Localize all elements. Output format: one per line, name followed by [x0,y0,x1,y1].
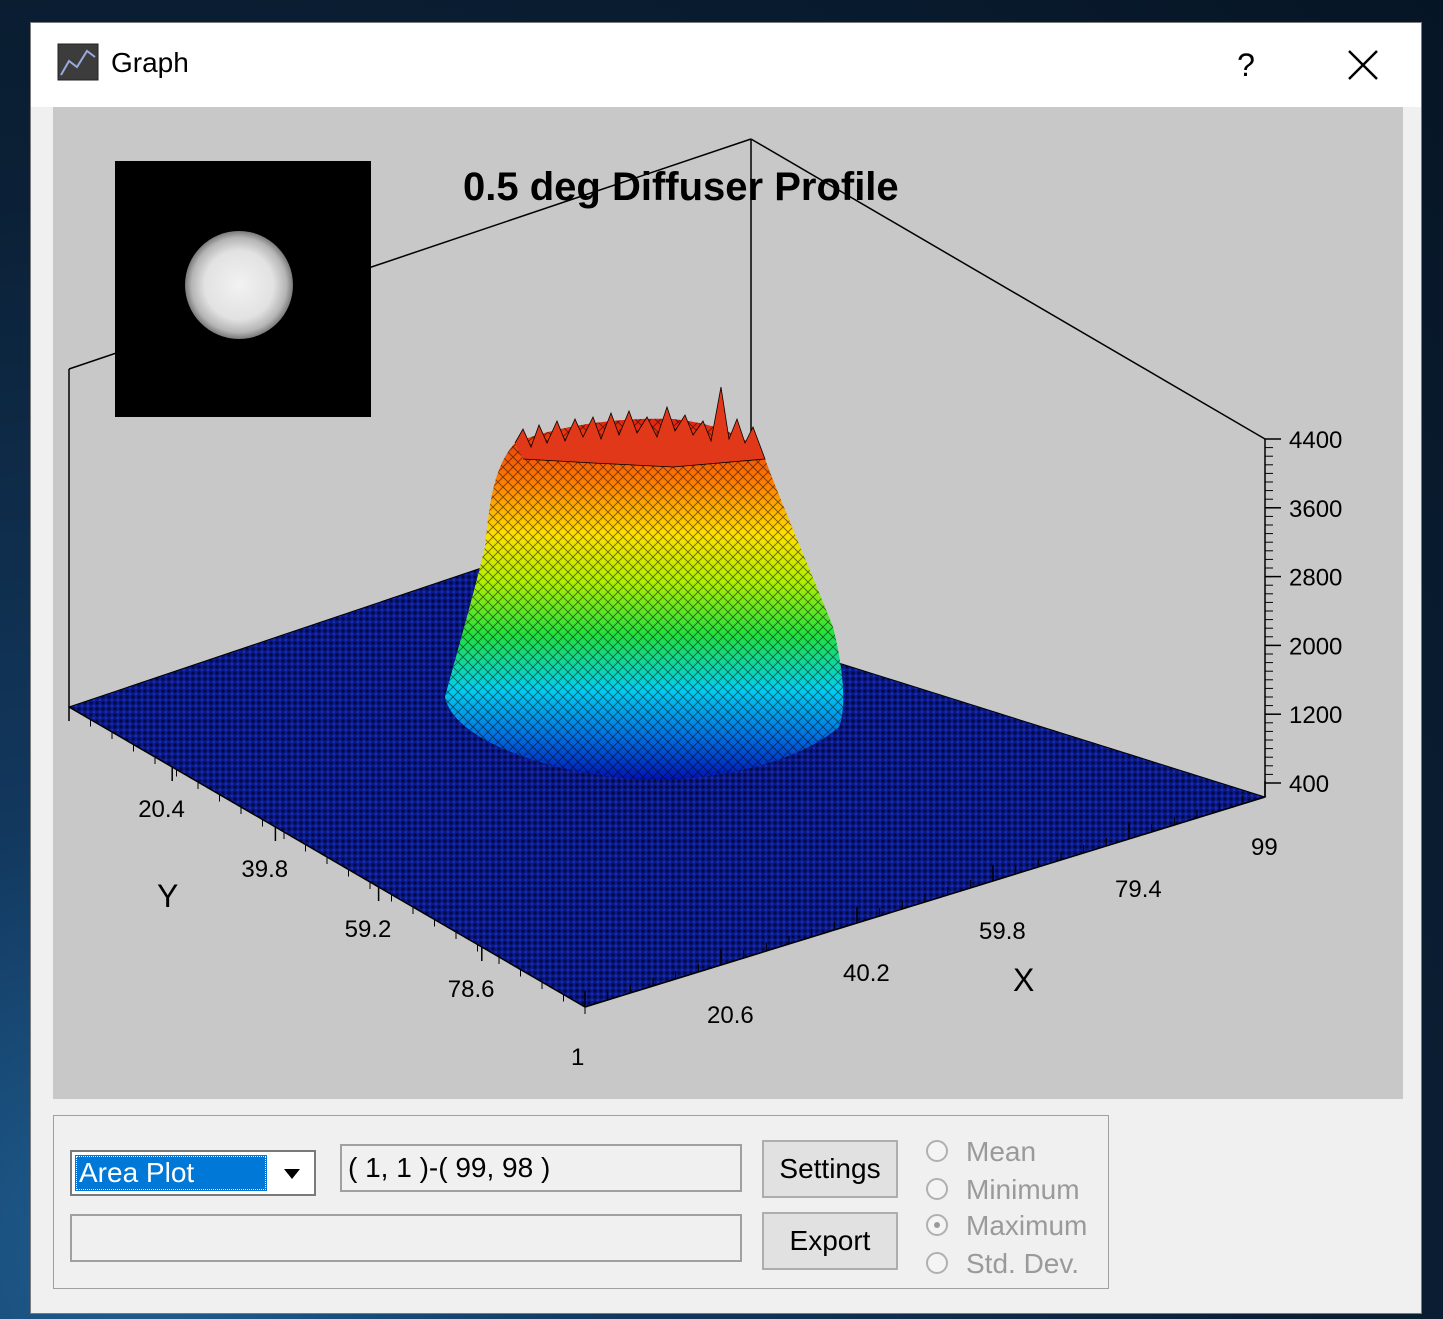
help-button[interactable]: ? [1237,47,1255,83]
surface-peak [445,386,844,780]
chevron-down-icon[interactable] [272,1155,312,1191]
y-tick-label: 39.8 [241,856,288,883]
window-title: Graph [111,47,189,78]
radio-minimum-circle [926,1178,948,1200]
z-tick-label: 3600 [1289,496,1342,523]
radio-std-dev-circle [926,1252,948,1274]
x-tick-label: 99 [1251,834,1278,861]
controls-panel: Area Plot ( 1, 1 )-( 99, 98 ) Settings E… [53,1115,1109,1289]
x-tick-label: 59.8 [979,918,1026,945]
radio-selected-dot [934,1222,940,1228]
surface-plot: 120.439.859.278.6Y 120.640.259.879.499X … [67,138,1342,1071]
graph-icon [57,43,99,81]
x-tick-label: 40.2 [843,960,890,987]
radio-maximum[interactable]: Maximum [922,1210,1102,1246]
x-axis-label: X [1013,962,1034,998]
y-axis-label: Y [157,878,178,914]
plot-type-select[interactable]: Area Plot [70,1150,316,1196]
status-field [70,1214,742,1262]
beam-thumbnail [115,161,371,417]
z-tick-label: 2000 [1289,633,1342,660]
x-tick-label: 1 [571,1044,584,1071]
y-tick-label: 78.6 [448,976,495,1003]
radio-maximum-label: Maximum [966,1210,1088,1241]
beam-spot [185,231,293,339]
range-field[interactable]: ( 1, 1 )-( 99, 98 ) [340,1144,742,1192]
graph-dialog: Graph ? [30,22,1422,1314]
z-tick-label: 2800 [1289,565,1342,592]
x-tick-label: 20.6 [707,1002,754,1029]
z-tick-label: 4400 [1289,427,1342,454]
x-tick-label: 79.4 [1115,876,1162,903]
plot-title: 0.5 deg Diffuser Profile [463,165,899,209]
radio-maximum-circle [926,1214,948,1236]
radio-std-dev-label: Std. Dev. [966,1248,1080,1279]
title-bar[interactable]: Graph ? [31,23,1421,107]
radio-mean[interactable]: Mean [922,1136,1102,1172]
plot-type-value: Area Plot [75,1155,267,1191]
radio-std-dev[interactable]: Std. Dev. [922,1248,1102,1284]
radio-mean-circle [926,1140,948,1162]
z-tick-label: 400 [1289,771,1329,798]
radio-minimum-label: Minimum [966,1174,1080,1205]
radio-minimum[interactable]: Minimum [922,1174,1102,1210]
settings-button[interactable]: Settings [762,1140,898,1198]
export-button[interactable]: Export [762,1212,898,1270]
y-tick-label: 20.4 [138,796,185,823]
close-icon[interactable] [1327,33,1397,97]
radio-mean-label: Mean [966,1136,1037,1167]
z-tick-label: 1200 [1289,702,1342,729]
plot-area[interactable]: 120.439.859.278.6Y 120.640.259.879.499X … [53,107,1403,1099]
y-tick-label: 59.2 [345,916,392,943]
